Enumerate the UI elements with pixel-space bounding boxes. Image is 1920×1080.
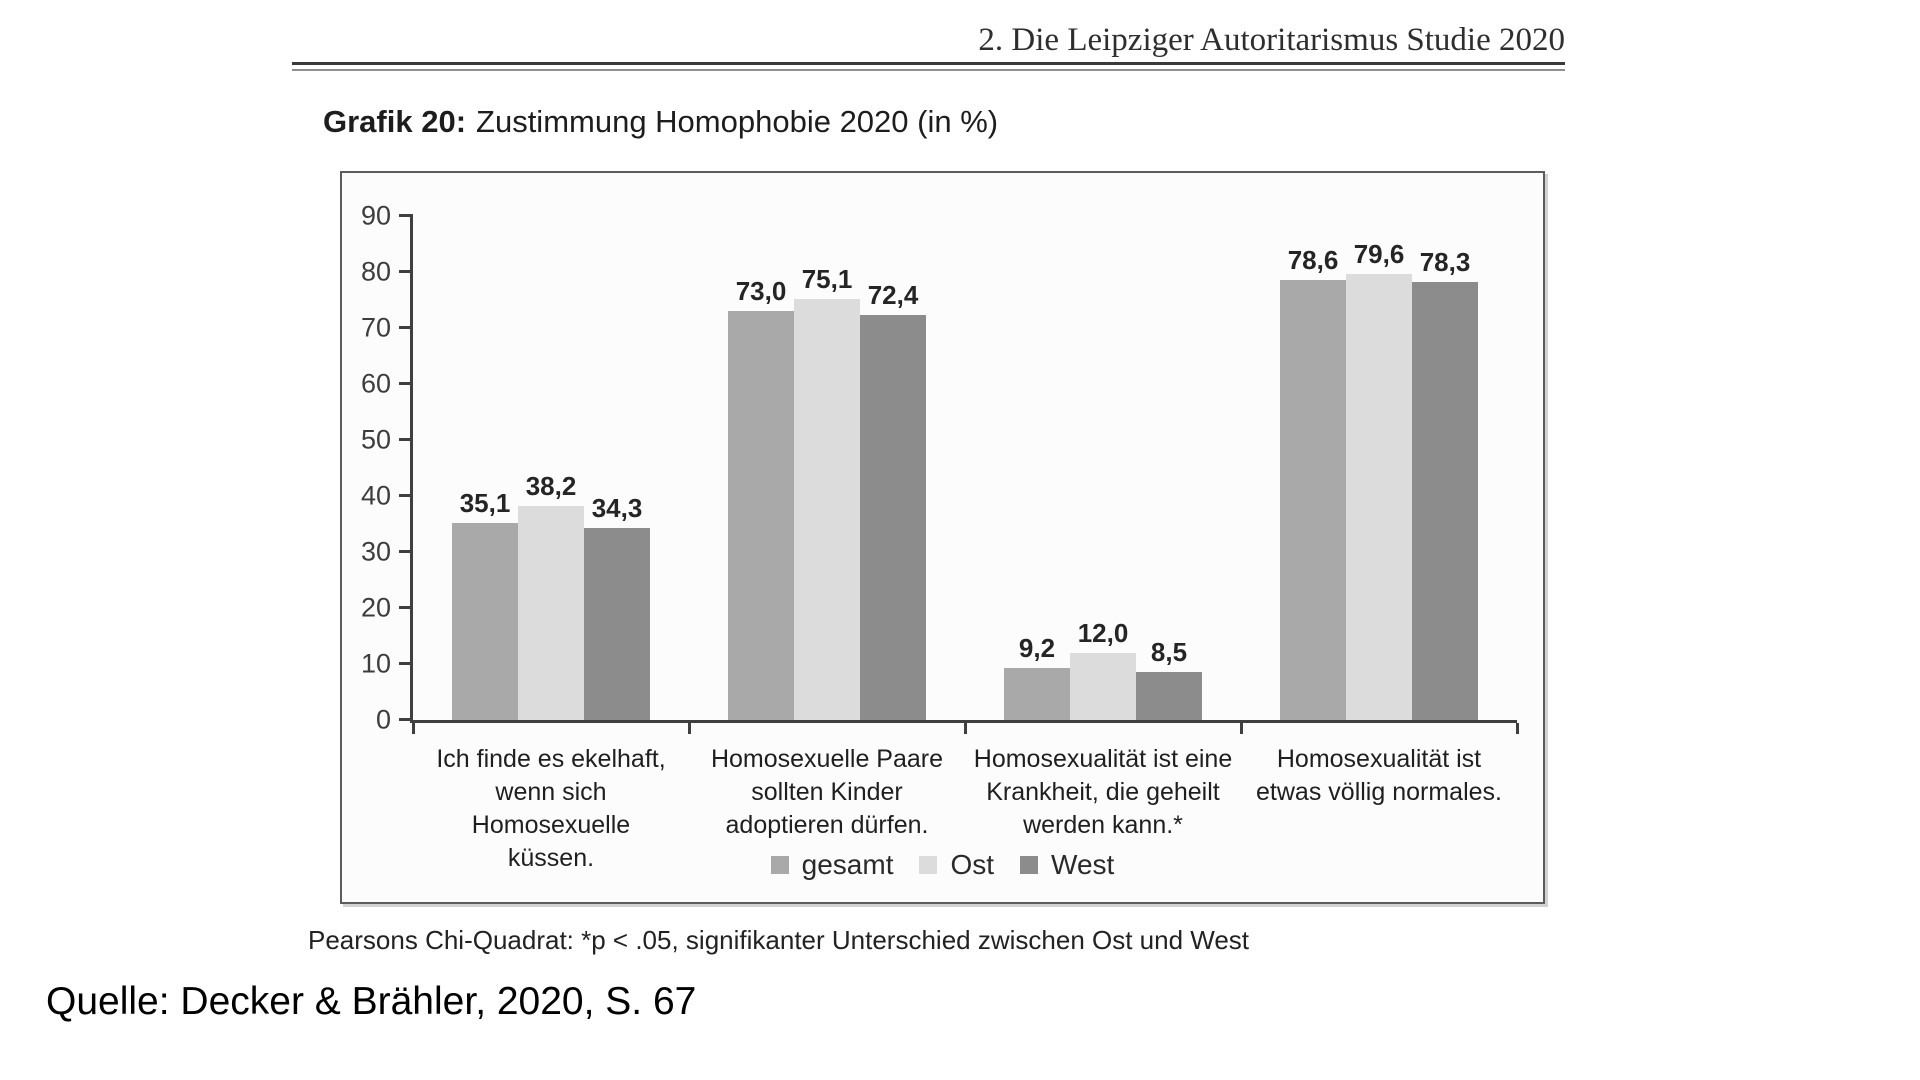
y-tick-label: 20 — [360, 592, 391, 623]
legend-label: West — [1051, 849, 1115, 880]
bar-value-label: 34,3 — [591, 492, 643, 523]
x-axis — [410, 720, 1517, 723]
bar-gesamt: 35,1 — [452, 490, 518, 720]
bar-group: 78,6 79,6 78,3 — [1241, 216, 1517, 720]
bar-gesamt: 78,6 — [1280, 247, 1346, 720]
bar-ost: 75,1 — [794, 266, 860, 720]
bar-gesamt: 73,0 — [728, 278, 794, 720]
bar-value-label: 73,0 — [735, 276, 787, 307]
y-tick-label: 30 — [360, 536, 391, 567]
bar-group: 9,2 12,0 8,5 — [965, 216, 1241, 720]
bar-value-label: 75,1 — [801, 264, 853, 295]
bar-value-label: 8,5 — [1150, 637, 1188, 668]
y-tick-mark — [399, 326, 410, 329]
x-tick-mark — [964, 723, 967, 734]
y-tick-label: 70 — [360, 312, 391, 343]
chart-frame: 0 10 20 30 40 50 60 70 80 90 35,1 38,2 34,3 Ich finde… — [340, 171, 1545, 904]
legend-swatch-west — [1020, 856, 1039, 874]
y-tick-label: 90 — [360, 200, 391, 231]
header-rule — [292, 62, 1565, 71]
y-tick-mark — [399, 494, 410, 498]
y-axis — [410, 214, 413, 723]
legend-label: Ost — [950, 849, 995, 880]
x-tick-mark — [1516, 723, 1519, 734]
bar-value-label: 78,6 — [1287, 244, 1339, 275]
plot-area: 0 10 20 30 40 50 60 70 80 90 35,1 38,2 34,3 Ich finde… — [361, 202, 1519, 872]
legend-item-ost: Ost — [919, 851, 994, 879]
legend-item-west: West — [1020, 851, 1114, 879]
y-tick-mark — [399, 606, 410, 610]
legend-item-gesamt: gesamt — [770, 849, 894, 880]
bar-value-label: 35,1 — [459, 488, 511, 519]
bar-value-label: 72,4 — [867, 279, 919, 310]
legend-swatch-ost — [919, 856, 938, 874]
y-tick-mark — [399, 718, 410, 721]
chart-footnote: Pearsons Chi-Quadrat: *p < .05, signifik… — [308, 925, 1250, 955]
x-tick-mark — [688, 723, 691, 734]
category-label: Homosexuelle Paare sollten Kinder adopti… — [710, 745, 944, 839]
figure-title: Grafik 20: Zustimmung Homophobie 2020 (in… — [323, 104, 998, 140]
y-tick-label: 80 — [360, 256, 391, 287]
bar-group: 35,1 38,2 34,3 — [413, 216, 689, 720]
bar-value-label: 78,3 — [1419, 246, 1471, 277]
bar-ost: 12,0 — [1070, 620, 1136, 720]
bar-value-label: 9,2 — [1018, 633, 1056, 664]
bar-west: 34,3 — [584, 495, 650, 720]
legend-label: gesamt — [801, 849, 894, 880]
bar-group: 73,0 75,1 72,4 — [689, 216, 965, 720]
chapter-header: 2. Die Leipziger Autoritarismus Studie 2… — [978, 22, 1565, 58]
y-tick-label: 50 — [360, 424, 391, 455]
x-tick-mark — [412, 723, 415, 734]
category-label: Homosexualität ist eine Krankheit, die g… — [973, 745, 1233, 839]
source-citation: Quelle: Decker & Brähler, 2020, S. 67 — [46, 980, 697, 1023]
figure-title-text: Zustimmung Homophobie 2020 (in %) — [476, 104, 999, 139]
y-tick-label: 0 — [375, 704, 391, 735]
bar-ost: 79,6 — [1346, 241, 1412, 720]
figure-label: Grafik 20: — [323, 104, 467, 139]
bar-value-label: 12,0 — [1077, 617, 1129, 648]
bar-gesamt: 9,2 — [1004, 635, 1070, 720]
bar-value-label: 38,2 — [525, 471, 577, 502]
chart-legend: gesamt Ost West — [342, 851, 1543, 879]
bar-west: 8,5 — [1136, 639, 1202, 720]
y-tick-mark — [399, 382, 410, 386]
bar-west: 78,3 — [1412, 249, 1478, 720]
y-tick-mark — [399, 662, 410, 666]
bar-west: 72,4 — [860, 282, 926, 720]
y-tick-label: 60 — [360, 368, 391, 399]
y-tick-mark — [399, 214, 410, 217]
category-label: Homosexualität ist etwas völlig normales… — [1256, 745, 1502, 806]
y-tick-label: 10 — [360, 648, 391, 679]
bar-value-label: 79,6 — [1353, 239, 1405, 270]
y-tick-mark — [399, 270, 410, 274]
y-tick-mark — [399, 550, 410, 554]
category-label: Ich finde es ekelhaft, wenn sich Homosex… — [436, 745, 666, 872]
x-tick-mark — [1240, 723, 1243, 734]
legend-swatch-gesamt — [770, 856, 789, 874]
y-tick-mark — [399, 438, 410, 441]
y-tick-label: 40 — [360, 480, 391, 511]
bar-ost: 38,2 — [518, 473, 584, 720]
